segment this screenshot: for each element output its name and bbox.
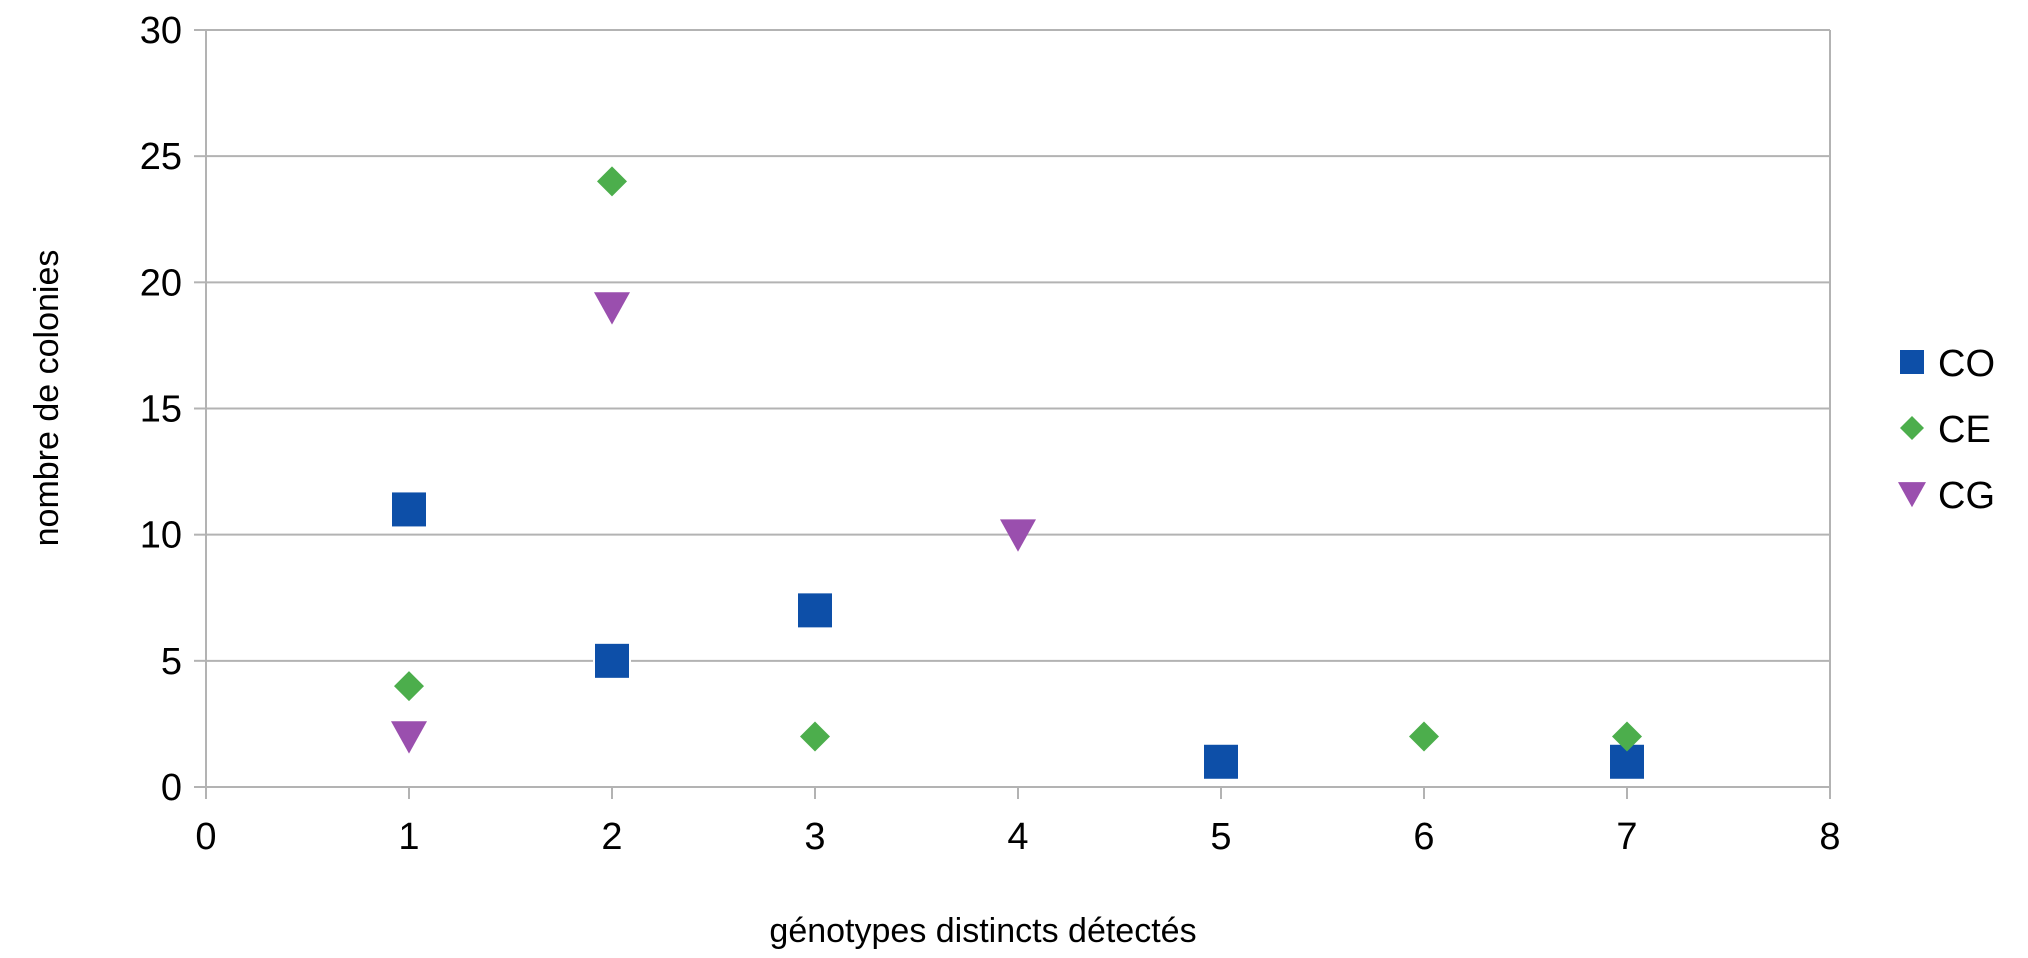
x-tick-label: 2 [601,816,622,858]
legend-label-cg: CG [1938,475,1995,517]
data-point-ce [1409,721,1439,752]
legend-marker-co [1898,348,1926,376]
legend-marker-cg [1898,482,1926,508]
x-tick-label: 1 [398,816,419,858]
legend-label-ce: CE [1938,409,1991,451]
data-point-ce [800,721,830,752]
x-tick-label: 7 [1616,816,1637,858]
y-axis-title: nombre de colonies [28,250,66,547]
data-point-ce [597,166,627,197]
axes [194,29,1831,799]
legend-label-co: CO [1938,343,1995,385]
data-point-co [1202,742,1240,781]
y-tick-label: 20 [140,262,182,304]
x-tick-label: 6 [1413,816,1434,858]
data-point-co [796,591,834,630]
y-tick-label: 0 [161,767,182,809]
x-axis-title: génotypes distincts détectés [769,912,1196,950]
data-point-co [390,490,428,529]
y-tick-label: 10 [140,515,182,557]
legend: CO CE CG [1898,343,1995,517]
y-tick-label: 5 [161,641,182,683]
data-point-ce [1612,721,1642,752]
x-tick-labels: 0 1 2 3 4 5 6 7 8 [195,816,1840,858]
data-point-cg [594,292,630,325]
y-tick-label: 25 [140,136,182,178]
y-tick-label: 15 [140,389,182,431]
data-point-ce [394,671,424,702]
x-tick-label: 4 [1007,816,1028,858]
data-point-cg [391,721,427,754]
x-tick-label: 0 [195,816,216,858]
x-tick-label: 5 [1210,816,1231,858]
data-points [390,166,1646,781]
x-tick-label: 8 [1819,816,1840,858]
grid-layer [206,29,1830,788]
y-tick-label: 30 [140,10,182,52]
x-tick-label: 3 [804,816,825,858]
legend-marker-ce [1900,416,1924,440]
y-tick-labels: 0 5 10 15 20 25 30 [140,10,182,809]
data-point-cg [1000,519,1036,552]
data-point-co [593,641,631,680]
